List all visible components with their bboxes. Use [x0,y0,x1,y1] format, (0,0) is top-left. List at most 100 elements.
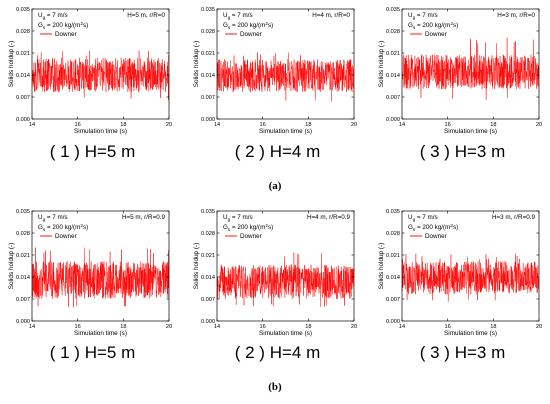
y-tick-label: 0.007 [386,95,400,101]
annotation-location: H=5 m, r/R=0 [127,12,165,19]
chart-svg-b3: 0.000 0.007 0.014 0.021 0.028 0.035 14 16 18 20 Si… [378,209,542,337]
x-axis-title: Simulation time (s) [444,128,497,135]
y-tick-label: 0.000 [16,319,30,325]
y-axis-title: Solids holdup (-) [378,41,385,88]
y-tick-label: 0.028 [16,29,30,35]
y-tick-label: 0.014 [386,73,400,79]
chart-svg-b2: 0.000 0.007 0.014 0.021 0.028 0.035 14 16 18 20 Si… [193,209,357,337]
y-tick-label: 0.014 [16,275,30,281]
y-tick-label: 0.007 [386,297,400,303]
y-tick-label: 0.014 [201,275,215,281]
y-tick-label: 0.000 [16,117,30,123]
x-axis-title: Simulation time (s) [444,330,497,337]
x-tick-label: 18 [305,122,311,128]
y-tick-label: 0.021 [386,51,400,57]
annotation-location: H=5 m, r/R=0.9 [122,214,166,221]
y-tick-label: 0.035 [386,209,400,215]
series-line-downer [217,252,354,307]
y-tick-label: 0.035 [201,7,215,13]
x-axis-title: Simulation time (s) [74,128,127,135]
caption-a2: ( 2 ) H=4 m [234,142,321,161]
series-line-downer [32,50,169,100]
chart-svg-a2: 0.000 0.007 0.014 0.021 0.028 0.035 14 16 18 20 Si… [193,7,357,135]
annotation-gs: Gs = 200 kg/(m2s) [408,21,458,30]
y-tick-label: 0.007 [201,95,215,101]
chart-panel-b2: 0.000 0.007 0.014 0.021 0.028 0.035 14 16 18 20 Si… [190,202,365,337]
legend-label-downer: Downer [240,233,262,240]
annotation-location: H=4 m, r/R=0.9 [307,214,351,221]
x-tick-label: 14 [29,324,35,330]
x-tick-label: 14 [399,122,405,128]
y-tick-label: 0.021 [16,51,30,57]
legend-label-downer: Downer [425,233,447,240]
annotation-ug: Ug = 7 m/s [223,214,253,222]
series-line-downer [402,37,539,100]
y-tick-label: 0.035 [201,209,215,215]
y-tick-label: 0.007 [16,95,30,101]
annotation-ug: Ug = 7 m/s [38,214,68,222]
y-tick-label: 0.028 [201,231,215,237]
chart-svg-b1: 0.000 0.007 0.014 0.021 0.028 0.035 14 16 18 20 Si… [8,209,172,337]
y-tick-label: 0.000 [201,117,215,123]
annotation-location: H=4 m, r/R=0 [312,12,350,19]
y-tick-label: 0.035 [16,7,30,13]
y-tick-label: 0.000 [386,117,400,123]
y-tick-label: 0.035 [16,209,30,215]
annotation-ug: Ug = 7 m/s [223,12,253,20]
y-axis-title: Solids holdup (-) [378,243,385,290]
y-tick-label: 0.021 [201,51,215,57]
annotation-ug: Ug = 7 m/s [38,12,68,20]
chart-svg-a3: 0.000 0.007 0.014 0.021 0.028 0.035 14 16 18 20 Si… [378,7,542,135]
caption-b3: ( 3 ) H=3 m [419,343,506,362]
x-tick-label: 16 [445,324,451,330]
annotation-gs: Gs = 200 kg/(m2s) [408,223,458,232]
series-line-downer [217,52,354,102]
plot-frame [31,8,170,120]
x-tick-label: 20 [536,324,542,330]
annotation-gs: Gs = 200 kg/(m2s) [223,223,273,232]
y-tick-label: 0.000 [201,319,215,325]
x-tick-label: 20 [351,122,357,128]
x-tick-label: 18 [120,122,126,128]
y-axis-title: Solids holdup (-) [8,243,15,290]
chart-panel-a1: 0.000 0.007 0.014 0.021 0.028 0.035 14 16 18 20 Si… [5,0,180,135]
x-tick-label: 14 [214,324,220,330]
x-tick-label: 16 [260,324,266,330]
x-axis-title: Simulation time (s) [259,128,312,135]
chart-panel-a2: 0.000 0.007 0.014 0.021 0.028 0.035 14 16 18 20 Si… [190,0,365,135]
y-tick-label: 0.021 [386,253,400,259]
x-tick-label: 16 [75,324,81,330]
y-tick-label: 0.021 [201,253,215,259]
x-axis-title: Simulation time (s) [259,330,312,337]
y-tick-label: 0.021 [16,253,30,259]
chart-svg-a1: 0.000 0.007 0.014 0.021 0.028 0.035 14 16 18 20 Si… [8,7,172,135]
y-tick-label: 0.028 [386,231,400,237]
series-line-downer [32,247,169,308]
chart-panel-b1: 0.000 0.007 0.014 0.021 0.028 0.035 14 16 18 20 Si… [5,202,180,337]
caption-a1: ( 1 ) H=5 m [49,142,136,161]
x-tick-label: 18 [490,122,496,128]
y-tick-label: 0.014 [201,73,215,79]
y-axis-title: Solids holdup (-) [193,243,200,290]
plot-frame [401,8,540,120]
x-tick-label: 18 [305,324,311,330]
x-tick-label: 14 [214,122,220,128]
x-tick-label: 18 [120,324,126,330]
plot-frame [31,210,170,322]
y-tick-label: 0.014 [16,73,30,79]
annotation-gs: Gs = 200 kg/(m2s) [38,21,88,30]
x-tick-label: 20 [166,324,172,330]
x-tick-label: 16 [445,122,451,128]
y-tick-label: 0.007 [201,297,215,303]
x-tick-label: 16 [260,122,266,128]
x-tick-label: 16 [75,122,81,128]
caption-b1: ( 1 ) H=5 m [49,343,136,362]
plot-frame [216,210,355,322]
y-tick-label: 0.028 [16,231,30,237]
caption-a3: ( 3 ) H=3 m [419,142,506,161]
plot-frame [216,8,355,120]
figure-label-b: (b) [268,381,282,393]
y-axis-title: Solids holdup (-) [193,41,200,88]
x-tick-label: 14 [29,122,35,128]
x-tick-label: 20 [536,122,542,128]
